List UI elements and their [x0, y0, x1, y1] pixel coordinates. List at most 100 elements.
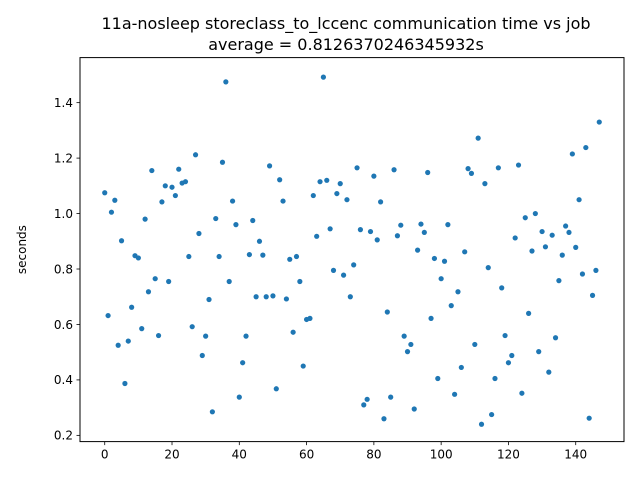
data-point [203, 333, 209, 339]
data-point [394, 233, 401, 239]
data-point [475, 135, 481, 141]
data-point [256, 238, 263, 244]
data-point [280, 198, 286, 204]
data-point [139, 326, 145, 332]
data-point [344, 197, 350, 203]
data-point [596, 119, 602, 125]
data-point [559, 252, 565, 258]
x-tick-label: 20 [164, 448, 179, 462]
y-axis-label: seconds [15, 225, 29, 274]
data-point [102, 190, 108, 196]
data-point [135, 255, 141, 261]
data-point [320, 74, 326, 80]
data-point [478, 421, 485, 427]
data-point [317, 179, 323, 185]
data-point [112, 197, 118, 203]
data-point [324, 177, 330, 183]
y-tick-label: 1.2 [54, 151, 73, 165]
data-point [398, 222, 404, 228]
data-point [552, 335, 559, 341]
data-point [529, 248, 535, 254]
data-point [354, 165, 360, 171]
data-point [583, 144, 589, 151]
y-tick-label: 0.6 [54, 318, 73, 332]
data-point [391, 167, 397, 173]
data-point [219, 159, 226, 165]
data-point [250, 217, 256, 224]
data-point [569, 151, 575, 157]
data-point [468, 170, 475, 176]
data-point [223, 79, 229, 85]
data-point [226, 278, 232, 285]
data-point [445, 222, 451, 228]
data-point [283, 296, 289, 302]
data-point [495, 165, 501, 171]
data-point [448, 303, 454, 309]
data-point [489, 411, 495, 418]
data-point [388, 394, 394, 400]
data-point [105, 312, 111, 319]
data-point [159, 199, 165, 205]
data-point [263, 294, 269, 300]
data-point [213, 215, 219, 222]
data-point [536, 349, 542, 355]
data-point [162, 183, 168, 189]
data-point [482, 181, 488, 187]
data-point [314, 233, 320, 239]
data-point [169, 184, 175, 190]
data-point [452, 391, 458, 397]
data-point [404, 349, 411, 355]
data-point [428, 315, 434, 321]
data-point [300, 363, 306, 369]
data-point [330, 267, 337, 273]
data-point [340, 272, 347, 278]
data-point [492, 375, 498, 382]
data-point [122, 380, 128, 387]
data-point [364, 396, 370, 402]
data-point [441, 258, 448, 264]
data-point [152, 276, 158, 282]
x-tick-label: 60 [299, 448, 314, 462]
data-point [579, 271, 586, 277]
x-tick-label: 140 [564, 448, 587, 462]
chart-title-line-1: 11a-nosleep storeclass_to_lccenc communi… [101, 14, 590, 34]
data-point [526, 310, 532, 316]
data-point [589, 292, 596, 298]
data-point [566, 229, 572, 236]
data-point [505, 360, 512, 366]
data-point [438, 276, 444, 282]
data-point [509, 352, 515, 359]
data-point [408, 341, 414, 348]
data-point [307, 315, 313, 321]
data-point [327, 226, 333, 232]
data-point [576, 197, 582, 203]
data-point [522, 215, 528, 221]
data-point [415, 247, 421, 253]
data-point [384, 309, 390, 315]
data-point [549, 232, 555, 238]
plot-frame [79, 57, 625, 443]
data-point [236, 394, 242, 400]
data-point [206, 296, 212, 303]
data-point [199, 352, 205, 359]
data-point [277, 177, 283, 183]
data-point [374, 237, 380, 243]
data-point [253, 294, 259, 300]
x-tick-label: 120 [497, 448, 520, 462]
y-tick-label: 1.4 [54, 96, 73, 110]
data-point [347, 294, 353, 300]
data-points [102, 74, 602, 427]
data-point [485, 265, 491, 271]
y-tick-label: 0.2 [54, 429, 73, 443]
data-point [401, 333, 407, 339]
data-point [455, 289, 461, 295]
data-point [573, 244, 579, 250]
data-point [465, 166, 471, 172]
x-axis-ticks: 0 20 40 60 80 100 120 140 [101, 441, 587, 462]
y-tick-label: 1.0 [54, 207, 73, 221]
x-tick-label: 100 [430, 448, 453, 462]
data-point [418, 221, 424, 227]
data-point [539, 228, 545, 235]
data-point [546, 369, 552, 375]
y-tick-label: 0.8 [54, 262, 73, 276]
